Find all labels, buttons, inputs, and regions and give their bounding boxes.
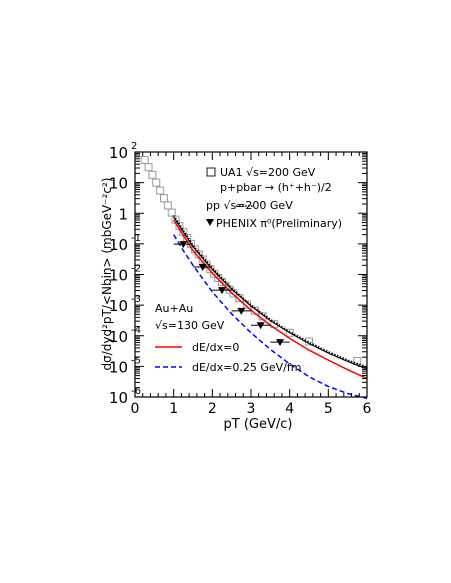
series-layer [140,155,368,400]
legend-phenix-marker [206,219,214,226]
series-line-dashed-blue [173,234,368,400]
legend-bottom: Au+Au √s=130 GeV dE/dx=0 dE/dx=0.25 GeV/… [155,302,301,374]
legend-pp-label: pp √s=200 GeV [206,199,293,212]
y-tick-exponent: -6 [131,386,141,397]
y-tick-label: 10 [109,389,128,407]
y-tick-exponent: -5 [131,355,141,366]
legend-energy-label: √s=130 GeV [155,319,225,332]
legend-top: UA1 √s=200 GeV p+pbar → (h⁺+h⁻)/2 pp √s=… [206,166,342,230]
y-tick-exponent: -4 [131,325,141,336]
legend-system-label: Au+Au [155,302,193,315]
phenix-point [237,307,246,315]
ua1-point [353,356,362,365]
series-line-solid-black [173,216,368,370]
y-tick-exponent: -3 [131,294,141,305]
ua1-point [148,170,157,179]
phenix-point [218,287,226,295]
x-tick-label: 5 [324,401,333,417]
x-tick-label: 6 [363,401,372,417]
y-tick-label: 1 [118,205,128,223]
y-tick-label: 10 [109,267,128,285]
legend-phenix-label: PHENIX π⁰(Preliminary) [216,217,342,230]
legend-ua1-label: UA1 √s=200 GeV [220,166,316,179]
legend-blue-label: dE/dx=0.25 GeV/fm [192,361,301,374]
phenix-point [179,241,188,249]
y-tick-label: 10 [109,297,128,315]
x-tick-label: 2 [208,401,217,417]
x-tick-label: 0 [131,401,140,417]
y-tick-label: 10 [109,328,128,346]
legend-ua1-marker [206,167,216,177]
legend-ua1-sub-label: p+pbar → (h⁺+h⁻)/2 [220,181,332,194]
x-tick-label: 3 [247,401,256,417]
ua1-point [152,178,161,187]
x-tick-label: 4 [285,401,294,417]
y-axis-label: dσ/dyd²pT/<Nbin> (mbGeV⁻²c²) [100,178,114,371]
x-tick-label: 1 [169,401,178,417]
ua1-point [285,328,294,337]
y-tick-label: 10 [109,175,128,193]
y-tick-exponent: -2 [131,264,141,275]
y-tick-label: 10 [109,144,128,162]
ua1-point [144,163,153,172]
y-tick-label: 10 [109,358,128,376]
series-line-dotted [172,214,368,368]
phenix-point [256,322,265,330]
phenix-point [198,264,207,272]
y-tick-exponent: -1 [131,233,141,244]
ua1-point [156,186,165,195]
y-tick-label: 10 [109,236,128,254]
y-tick-exponent: 2 [131,141,137,152]
legend-red-label: dE/dx=0 [192,341,239,354]
x-axis-label: pT (GeV/c) [224,417,293,432]
phenix-point [276,339,284,347]
